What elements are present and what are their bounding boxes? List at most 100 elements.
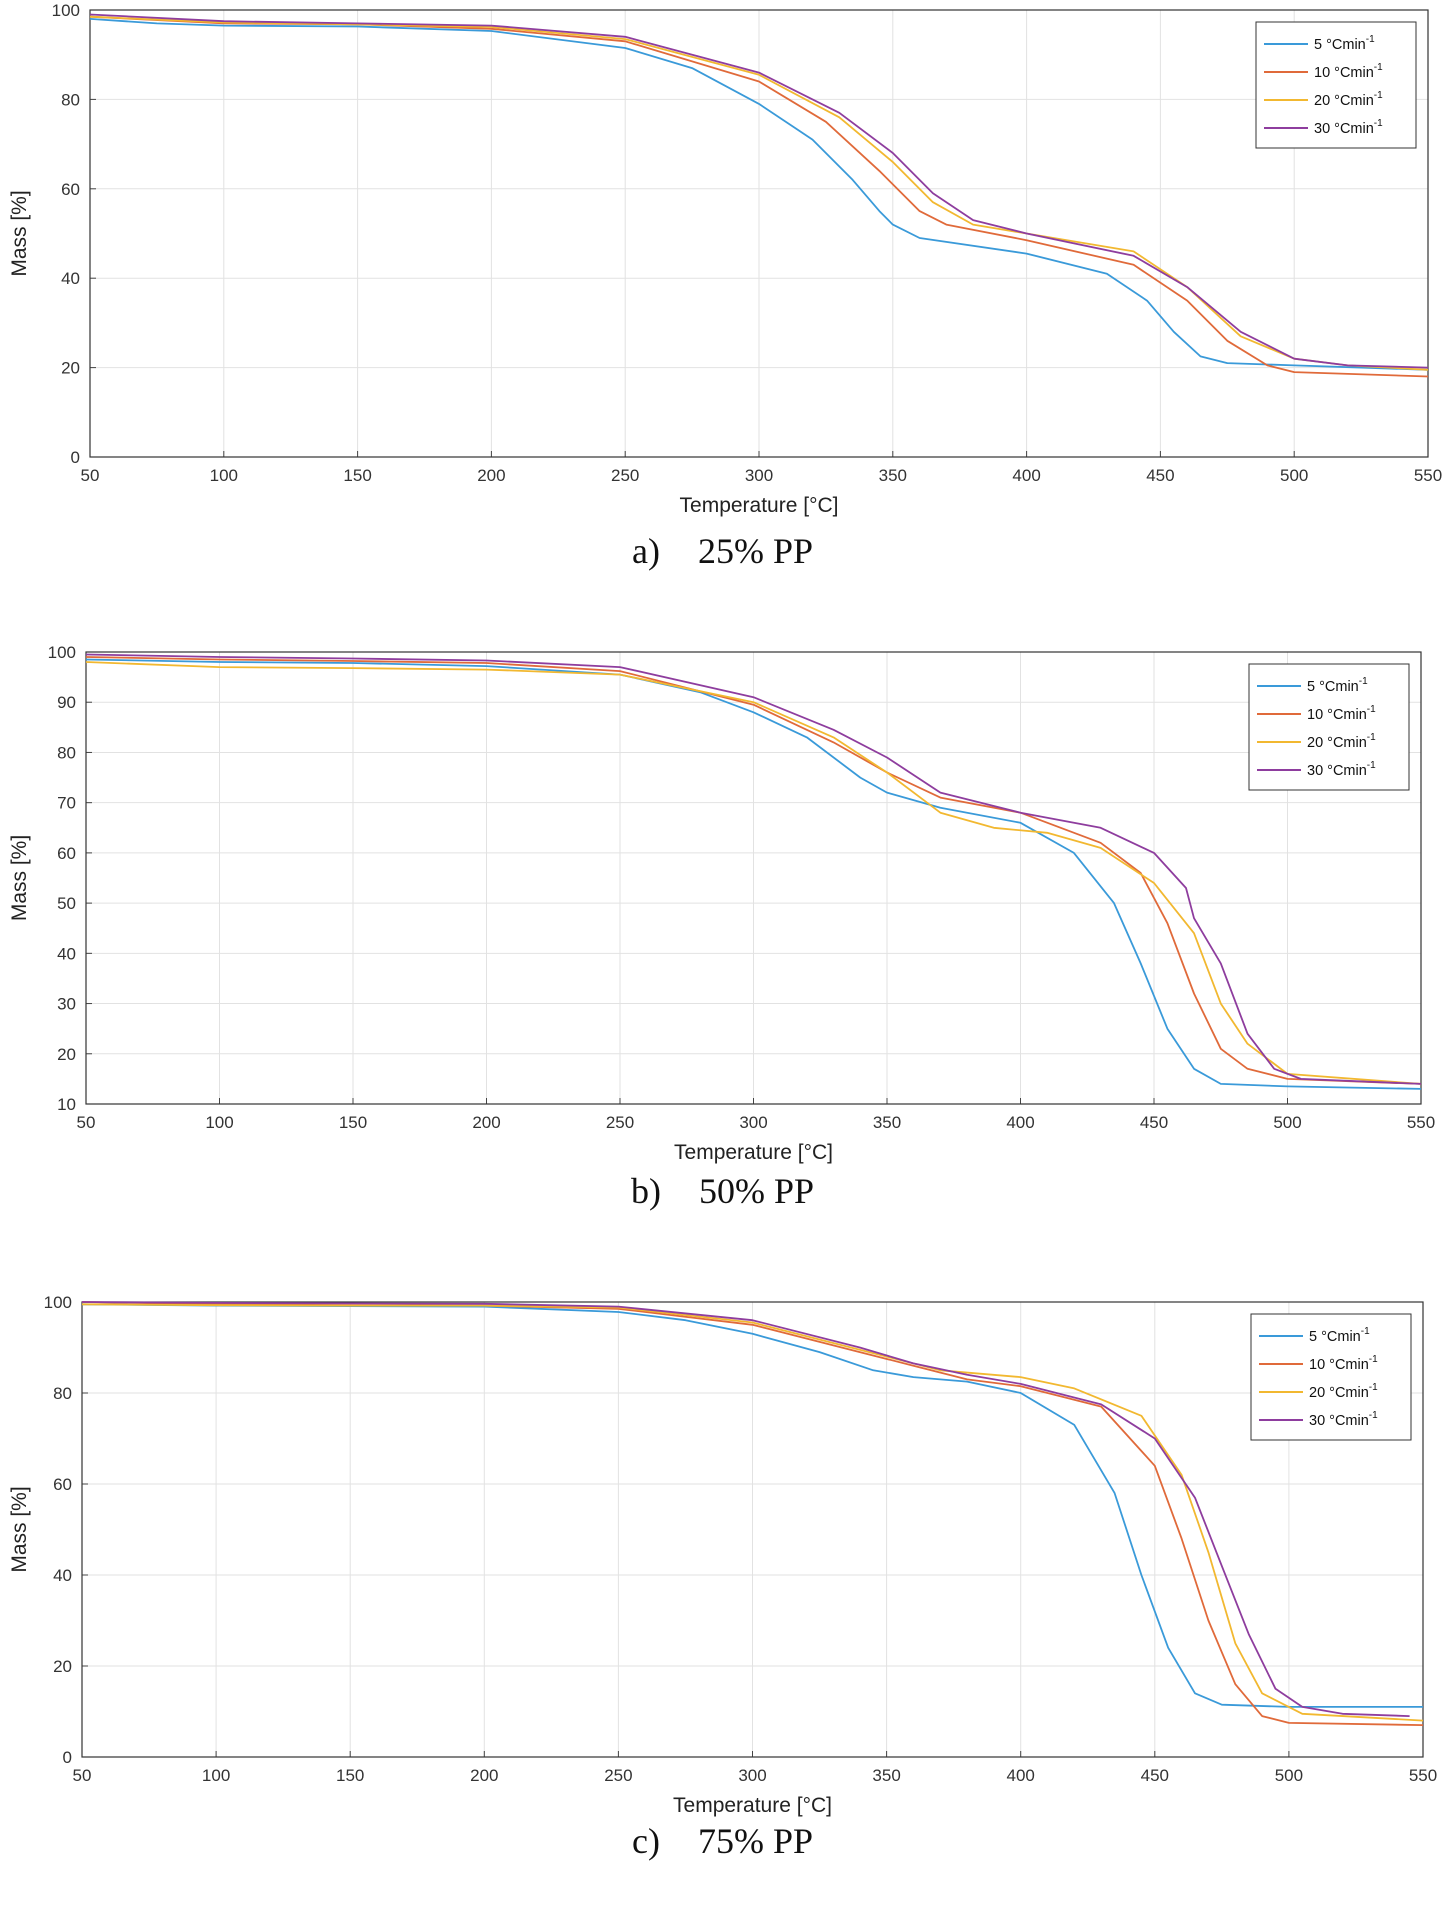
x-tick-label-b: 550 [1407, 1113, 1435, 1132]
series-line-a-1 [89, 15, 1429, 378]
x-tick-label-b: 250 [606, 1113, 634, 1132]
caption-text-b: 50% PP [698, 1171, 815, 1211]
legend-entry-c-0: 5 °Cmin-1 [1309, 1326, 1370, 1345]
chart-c: 50 100 150 200 250 300 350 400 450 500 550 0 20 40 60 8… [8, 1293, 1437, 1817]
chart-panel-b: 50 100 150 200 250 300 350 400 450 500 550 10 20 30 40… [0, 640, 1445, 1260]
legend-entry-b-1: 10 °Cmin-1 [1307, 704, 1376, 723]
chart-b: 50 100 150 200 250 300 350 400 450 500 550 10 20 30 40… [8, 643, 1435, 1164]
x-tick-label-a: 300 [745, 466, 773, 485]
x-tick-label-b: 300 [739, 1113, 767, 1132]
x-tick-label-c: 550 [1409, 1766, 1437, 1785]
x-tick-label-b: 150 [339, 1113, 367, 1132]
y-tick-label-a: 100 [52, 1, 80, 20]
x-tick-label-b: 400 [1006, 1113, 1034, 1132]
y-tick-label-a: 80 [61, 90, 80, 109]
chart-panel-a: 50 100 150 200 250 300 350 400 450 500 550 0 20 40 60 8… [0, 0, 1445, 620]
caption-a: a) 25% PP [0, 530, 1445, 572]
series-line-b-2 [85, 661, 1422, 1085]
x-tick-label-b: 100 [205, 1113, 233, 1132]
legend-entry-a-0: 5 °Cmin-1 [1314, 34, 1375, 53]
y-tick-label-a: 40 [61, 269, 80, 288]
x-tick-label-a: 400 [1012, 466, 1040, 485]
plot-frame-b [85, 651, 1422, 1105]
y-tick-label-b: 80 [57, 743, 76, 762]
caption-label-a: a) [632, 531, 660, 571]
y-tick-label-c: 40 [53, 1566, 72, 1585]
x-tick-label-a: 100 [210, 466, 238, 485]
chart-panel-c: 50 100 150 200 250 300 350 400 450 500 550 0 20 40 60 8… [0, 1290, 1445, 1910]
caption-c: c) 75% PP [0, 1820, 1445, 1862]
legend-entry-c-2: 20 °Cmin-1 [1309, 1382, 1378, 1401]
y-axis-label-a: Mass [%] [8, 190, 31, 276]
y-tick-label-b: 40 [57, 944, 76, 963]
series-line-c-0 [81, 1303, 1423, 1708]
x-tick-label-b: 450 [1140, 1113, 1168, 1132]
x-tick-label-c: 400 [1007, 1766, 1035, 1785]
y-tick-label-b: 90 [57, 693, 76, 712]
legend-entry-a-3: 30 °Cmin-1 [1314, 118, 1383, 137]
y-tick-label-b: 10 [57, 1095, 76, 1114]
x-tick-label-a: 250 [611, 466, 639, 485]
x-tick-label-c: 200 [470, 1766, 498, 1785]
series-line-c-3 [81, 1301, 1410, 1717]
x-axis-label-c: Temperature [°C] [673, 1794, 832, 1817]
y-axis-label-c: Mass [%] [8, 1486, 31, 1572]
y-tick-label-b: 100 [48, 643, 76, 662]
x-tick-label-b: 200 [472, 1113, 500, 1132]
y-tick-label-b: 60 [57, 844, 76, 863]
series-line-b-1 [85, 656, 1422, 1085]
y-tick-label-c: 0 [63, 1748, 72, 1767]
y-tick-label-c: 80 [53, 1384, 72, 1403]
legend-entry-b-3: 30 °Cmin-1 [1307, 760, 1376, 779]
series-line-a-2 [89, 15, 1429, 371]
series-line-b-0 [85, 658, 1422, 1090]
x-axis-label-a: Temperature [°C] [680, 494, 839, 517]
legend-entry-a-1: 10 °Cmin-1 [1314, 62, 1383, 81]
legend-entry-c-3: 30 °Cmin-1 [1309, 1410, 1378, 1429]
x-axis-label-b: Temperature [°C] [674, 1141, 833, 1164]
x-tick-label-a: 450 [1146, 466, 1174, 485]
legend-entry-b-2: 20 °Cmin-1 [1307, 732, 1376, 751]
legend-entry-b-0: 5 °Cmin-1 [1307, 676, 1368, 695]
legend-entry-c-1: 10 °Cmin-1 [1309, 1354, 1378, 1373]
series-line-c-2 [81, 1303, 1424, 1722]
caption-text-c: 75% PP [697, 1821, 813, 1861]
y-tick-label-c: 100 [44, 1293, 72, 1312]
x-tick-label-a: 50 [81, 466, 100, 485]
x-tick-label-b: 350 [873, 1113, 901, 1132]
caption-text-a: 25% PP [697, 531, 813, 571]
x-tick-label-c: 150 [336, 1766, 364, 1785]
series-line-a-0 [89, 18, 1429, 371]
x-tick-label-a: 550 [1414, 466, 1442, 485]
legend-entry-a-2: 20 °Cmin-1 [1314, 90, 1383, 109]
x-tick-label-c: 450 [1141, 1766, 1169, 1785]
y-tick-label-b: 30 [57, 995, 76, 1014]
plot-frame-a [89, 9, 1429, 458]
y-tick-label-a: 60 [61, 180, 80, 199]
x-tick-label-b: 50 [77, 1113, 96, 1132]
y-tick-label-c: 20 [53, 1657, 72, 1676]
y-tick-label-a: 20 [61, 359, 80, 378]
x-tick-label-b: 500 [1273, 1113, 1301, 1132]
series-line-b-3 [85, 653, 1422, 1085]
x-tick-label-c: 50 [73, 1766, 92, 1785]
x-tick-label-a: 200 [477, 466, 505, 485]
x-tick-label-a: 500 [1280, 466, 1308, 485]
y-tick-label-a: 0 [71, 448, 80, 467]
y-tick-label-b: 70 [57, 794, 76, 813]
y-tick-label-b: 50 [57, 894, 76, 913]
series-line-a-3 [89, 13, 1429, 369]
x-tick-label-c: 500 [1275, 1766, 1303, 1785]
x-tick-label-c: 250 [604, 1766, 632, 1785]
caption-b: b) 50% PP [0, 1170, 1445, 1212]
chart-a: 50 100 150 200 250 300 350 400 450 500 550 0 20 40 60 8… [8, 1, 1442, 517]
x-tick-label-c: 100 [202, 1766, 230, 1785]
x-tick-label-c: 350 [872, 1766, 900, 1785]
x-tick-label-a: 150 [343, 466, 371, 485]
plot-frame-c [81, 1301, 1424, 1758]
y-axis-label-b: Mass [%] [8, 835, 31, 921]
x-tick-label-a: 350 [879, 466, 907, 485]
y-tick-label-b: 20 [57, 1045, 76, 1064]
x-tick-label-c: 300 [738, 1766, 766, 1785]
y-tick-label-c: 60 [53, 1475, 72, 1494]
